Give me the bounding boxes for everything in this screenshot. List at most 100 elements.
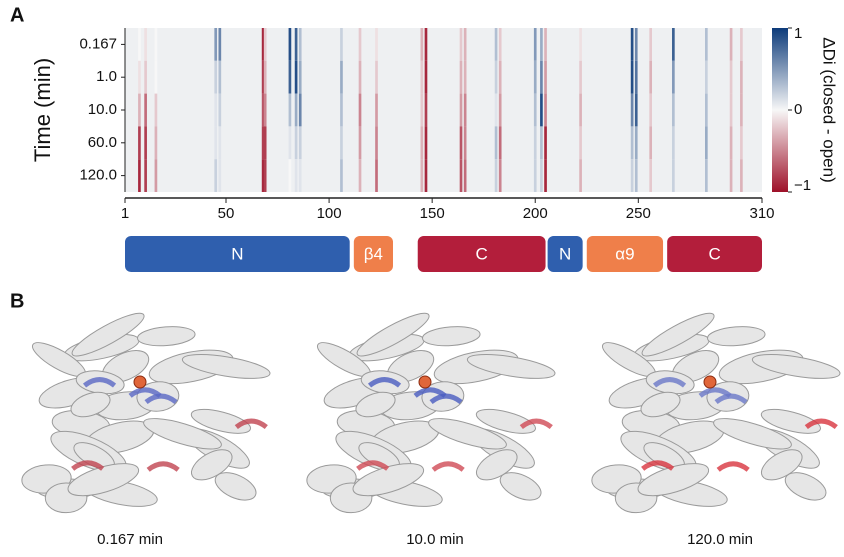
heatmap-cell xyxy=(705,126,708,159)
heatmap-cell xyxy=(631,126,634,159)
heatmap-cell xyxy=(649,126,652,159)
heatmap-cell xyxy=(460,94,463,127)
heatmap-cell xyxy=(138,94,141,127)
heatmap-cell xyxy=(218,126,221,159)
y-tick-label: 1.0 xyxy=(96,68,117,85)
heatmap-cell xyxy=(421,126,424,159)
heatmap-cell xyxy=(495,126,498,159)
heatmap-cell xyxy=(631,28,634,61)
heatmap-cell xyxy=(359,159,362,192)
heatmap-cell xyxy=(579,126,582,159)
heatmap-cell xyxy=(705,61,708,94)
heatmap-cell xyxy=(421,159,424,192)
heatmap-cell xyxy=(299,61,302,94)
y-tick-label: 10.0 xyxy=(88,101,117,118)
heatmap-cell xyxy=(144,61,147,94)
heatmap-cell xyxy=(631,94,634,127)
heatmap-cell xyxy=(495,28,498,61)
heatmap-cell xyxy=(375,159,378,192)
heatmap-cell xyxy=(289,94,292,127)
heatmap-cell xyxy=(421,61,424,94)
heatmap-cell xyxy=(544,94,547,127)
heatmap-cell xyxy=(218,28,221,61)
structure-label: 10.0 min xyxy=(406,531,464,548)
heatmap-cell xyxy=(672,28,675,61)
heatmap-cell xyxy=(460,28,463,61)
heatmap-cell xyxy=(375,94,378,127)
heatmap-cell xyxy=(218,61,221,94)
heatmap-cell xyxy=(218,159,221,192)
heatmap-cell xyxy=(649,94,652,127)
heatmap-cell xyxy=(425,159,428,192)
x-tick-label: 1 xyxy=(121,205,129,222)
heatmap-cell xyxy=(544,126,547,159)
heatmap-cell xyxy=(218,94,221,127)
heatmap-cell xyxy=(464,28,467,61)
heatmap-cell xyxy=(295,28,298,61)
colorbar-tick-label: −1 xyxy=(794,177,811,194)
heatmap-cell xyxy=(635,28,638,61)
heatmap-cell xyxy=(464,94,467,127)
heatmap-cell xyxy=(425,61,428,94)
heatmap-cell xyxy=(359,126,362,159)
heatmap-cell xyxy=(375,28,378,61)
x-tick-label: 250 xyxy=(626,205,651,222)
ligand xyxy=(419,376,431,388)
protein-structure xyxy=(21,307,272,513)
heatmap-cell xyxy=(579,94,582,127)
heatmap-cell xyxy=(295,159,298,192)
highlight xyxy=(521,421,551,427)
heatmap-cell xyxy=(730,61,733,94)
heatmap-cell xyxy=(340,126,343,159)
heatmap-cell xyxy=(289,28,292,61)
heatmap-cell xyxy=(672,159,675,192)
domain-label: α9 xyxy=(615,244,634,263)
colorbar-label: ΔDi (closed - open) xyxy=(820,37,839,183)
heatmap-cell xyxy=(540,94,543,127)
heatmap-cell xyxy=(155,159,158,192)
heatmap-cell xyxy=(740,126,743,159)
heatmap-cell xyxy=(649,159,652,192)
heatmap-cell xyxy=(730,94,733,127)
heatmap-cell xyxy=(138,28,141,61)
x-tick-label: 310 xyxy=(749,205,774,222)
domain-label: C xyxy=(708,244,720,263)
heatmap-cell xyxy=(138,61,141,94)
heatmap-cell xyxy=(730,159,733,192)
heatmap-cell xyxy=(460,126,463,159)
heatmap-cell xyxy=(144,28,147,61)
heatmap-cell xyxy=(375,126,378,159)
helix xyxy=(137,325,196,348)
heatmap-cell xyxy=(155,28,158,61)
heatmap-cell xyxy=(705,28,708,61)
heatmap-cell xyxy=(635,159,638,192)
x-tick-label: 100 xyxy=(317,205,342,222)
heatmap-cell xyxy=(295,94,298,127)
ligand xyxy=(134,376,146,388)
heatmap-cell xyxy=(155,61,158,94)
heatmap-cell xyxy=(155,94,158,127)
colorbar-tick-label: 0 xyxy=(794,101,802,118)
y-axis-label: Time (min) xyxy=(30,58,55,162)
heatmap-cell xyxy=(672,94,675,127)
heatmap-cell xyxy=(464,61,467,94)
structure-label: 0.167 min xyxy=(97,531,163,548)
panel-label: A xyxy=(10,4,24,26)
heatmap-cell xyxy=(264,126,267,159)
heatmap-cell xyxy=(425,94,428,127)
heatmap-cell xyxy=(299,159,302,192)
heatmap-cell xyxy=(740,61,743,94)
heatmap-cell xyxy=(579,159,582,192)
heatmap-cell xyxy=(495,61,498,94)
heatmap-cell xyxy=(495,159,498,192)
heatmap-cell xyxy=(495,94,498,127)
heatmap-cell xyxy=(635,126,638,159)
heatmap-cell xyxy=(649,28,652,61)
heatmap-cell xyxy=(214,94,217,127)
heatmap-cell xyxy=(499,28,502,61)
heatmap-cell xyxy=(540,159,543,192)
heatmap-cell xyxy=(264,61,267,94)
heatmap-cell xyxy=(295,61,298,94)
heatmap-cell xyxy=(138,126,141,159)
structure-label: 120.0 min xyxy=(687,531,753,548)
